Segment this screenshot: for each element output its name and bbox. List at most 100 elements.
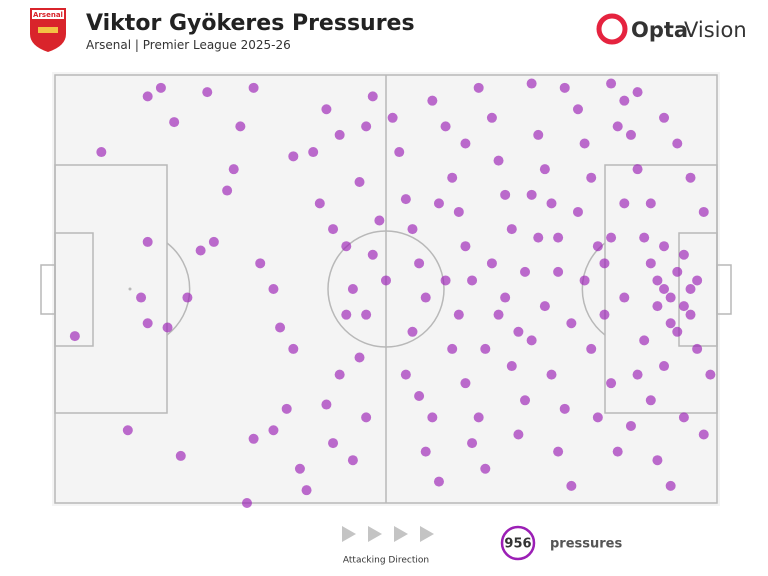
pressure-point	[222, 185, 233, 196]
pressure-point	[526, 189, 537, 200]
pressure-point	[268, 425, 279, 436]
pressure-point	[440, 121, 451, 132]
pressure-point	[288, 151, 299, 162]
pressure-point	[341, 309, 352, 320]
pressure-point	[255, 258, 266, 269]
pressure-point	[453, 309, 464, 320]
total-count: 956	[504, 537, 531, 552]
pressure-point	[182, 292, 193, 303]
pressure-point	[685, 284, 696, 294]
pressure-point	[672, 266, 683, 277]
pressure-point	[427, 412, 438, 423]
pressure-point	[539, 301, 550, 312]
direction-label: Attacking Direction	[343, 556, 429, 566]
pressure-point	[579, 275, 590, 286]
pressure-point	[96, 147, 107, 158]
pressure-point	[447, 172, 458, 183]
pressure-point	[440, 275, 451, 286]
goal	[716, 264, 732, 315]
pressure-point	[460, 378, 471, 389]
pressure-point	[493, 155, 504, 166]
pressure-point	[659, 361, 670, 372]
pressure-point	[599, 309, 610, 320]
pressure-point	[698, 206, 709, 217]
pressure-point	[361, 309, 372, 320]
pressure-point	[559, 82, 570, 93]
pressure-point	[367, 249, 378, 260]
pressure-point	[632, 369, 643, 380]
pressure-point	[473, 412, 484, 423]
pressure-point	[645, 198, 656, 209]
count-ring	[500, 525, 536, 561]
goal	[40, 264, 56, 315]
pressure-point	[500, 292, 511, 303]
pressure-point	[612, 121, 623, 132]
pressure-point	[566, 480, 577, 491]
pressure-point	[672, 326, 683, 337]
pressure-point	[486, 258, 497, 269]
pressure-point	[162, 322, 173, 333]
pressure-point	[546, 198, 557, 209]
centre-circle	[327, 230, 445, 348]
pressure-point	[486, 112, 497, 123]
chart-title: Viktor Gyökeres Pressures	[86, 11, 415, 36]
pressure-point	[625, 420, 636, 431]
points	[69, 78, 716, 508]
pressure-point	[639, 232, 650, 243]
pressure-point	[526, 335, 537, 346]
pressure-point	[235, 121, 246, 132]
pressure-point	[513, 429, 524, 440]
pressure-point	[69, 331, 80, 342]
pressure-point	[268, 284, 279, 294]
pressure-point	[566, 318, 577, 329]
pressure-point	[520, 266, 531, 277]
pressure-point	[175, 450, 186, 461]
pressure-point	[341, 241, 352, 252]
pressure-point	[533, 232, 544, 243]
logo-mark	[596, 13, 628, 45]
pressure-point	[347, 284, 358, 294]
penalty-spot	[128, 287, 132, 291]
pressure-point	[407, 224, 418, 235]
pressure-point	[606, 78, 617, 89]
pressure-point	[361, 121, 372, 132]
pressure-point	[559, 403, 570, 414]
pressure-point	[619, 95, 630, 106]
pressure-point	[142, 318, 153, 329]
badge-band	[32, 10, 64, 19]
pressure-point	[526, 78, 537, 89]
pressure-point	[400, 369, 411, 380]
pressure-point	[619, 198, 630, 209]
pressure-point	[652, 275, 663, 286]
pressure-point	[480, 343, 491, 354]
badge-cannon	[38, 27, 58, 33]
pressure-point	[334, 369, 345, 380]
pressure-point	[241, 498, 252, 508]
pressure-point	[387, 112, 398, 123]
pressure-point	[414, 391, 425, 401]
direction-arrows	[342, 526, 434, 542]
pressure-point	[520, 395, 531, 406]
pressure-point	[427, 95, 438, 106]
pressure-point	[394, 147, 405, 158]
pressure-point	[513, 326, 524, 337]
pressure-point	[208, 236, 219, 247]
pressure-point	[612, 446, 623, 457]
pressure-point	[619, 292, 630, 303]
penalty-arc	[581, 242, 606, 336]
pressure-point	[645, 258, 656, 269]
pressure-point	[228, 164, 239, 175]
logo-text: Opta	[631, 18, 688, 42]
pressure-point	[473, 82, 484, 93]
pressure-point	[467, 438, 478, 449]
pressure-point	[652, 455, 663, 466]
pressure-point	[632, 164, 643, 175]
pressure-point	[652, 301, 663, 312]
pressure-point	[308, 147, 319, 158]
pressure-point	[433, 198, 444, 209]
pressure-point	[665, 292, 676, 303]
pressure-point	[354, 352, 365, 363]
pressure-point	[281, 403, 292, 414]
pressure-point	[460, 241, 471, 252]
pressure-point	[606, 378, 617, 389]
